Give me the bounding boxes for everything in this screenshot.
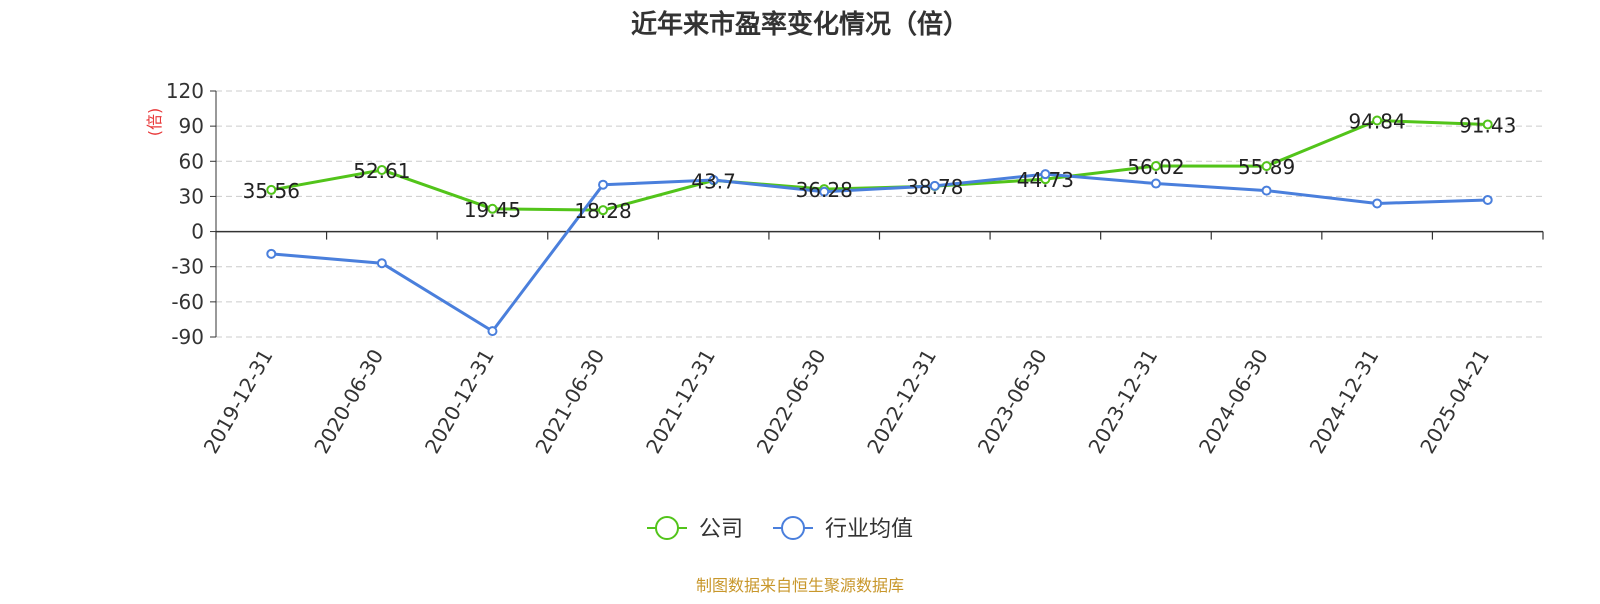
data-label: 52.61 [353, 159, 410, 183]
data-label: 18.28 [574, 199, 631, 223]
data-point [376, 258, 387, 269]
data-label: 19.45 [464, 198, 521, 222]
x-tick-label: 2020-06-30 [309, 345, 388, 458]
data-point [708, 175, 719, 186]
data-point [598, 179, 609, 190]
x-tick-label: 2024-06-30 [1194, 345, 1273, 458]
data-point [1372, 198, 1383, 209]
data-point [1150, 160, 1161, 171]
data-point [1482, 119, 1493, 130]
legend-marker [781, 516, 805, 540]
x-tick-label: 2021-06-30 [530, 345, 609, 458]
x-tick-label: 2023-06-30 [973, 345, 1052, 458]
data-label: 94.84 [1348, 109, 1405, 133]
data-labels: 35.56 52.61 19.45 18.28 43.7 36.28 38.78 44.73 5… [243, 109, 1517, 223]
x-tick-label: 2024-12-31 [1305, 345, 1384, 458]
legend-label: 行业均值 [825, 517, 913, 542]
grid-lines [216, 90, 1543, 338]
data-point [266, 248, 277, 259]
y-tick-label: 90 [179, 114, 204, 138]
series-line-1 [271, 172, 1488, 333]
y-tick-label: 120 [166, 79, 204, 103]
legend: 公司 行业均值 [647, 516, 913, 542]
data-label: 44.73 [1017, 168, 1074, 192]
data-label: 43.7 [691, 169, 736, 193]
data-point [487, 203, 498, 214]
data-label: 36.28 [796, 178, 853, 202]
y-tick-label: 0 [191, 220, 204, 244]
data-point [376, 164, 387, 175]
series-lines [266, 115, 1493, 337]
data-point [929, 180, 940, 191]
legend-label: 公司 [699, 517, 743, 542]
x-tick-label: 2020-12-31 [420, 345, 499, 458]
y-tick-label: -90 [171, 325, 204, 349]
data-label: 38.78 [906, 175, 963, 199]
y-tick-label: -60 [171, 290, 204, 314]
data-label: 35.56 [243, 179, 300, 203]
x-tick-label: 2019-12-31 [199, 345, 278, 458]
data-point [487, 326, 498, 337]
y-axis-label: (倍) [145, 108, 164, 137]
data-point [1150, 178, 1161, 189]
data-point [1040, 169, 1051, 180]
data-label: 56.02 [1127, 155, 1184, 179]
x-tick-label: 2023-12-31 [1083, 345, 1162, 458]
data-point [1482, 194, 1493, 205]
legend-marker [655, 516, 679, 540]
data-point [598, 205, 609, 216]
x-tick-label: 2021-12-31 [641, 345, 720, 458]
source-note: 制图数据来自恒生聚源数据库 [696, 576, 904, 595]
data-point [819, 186, 830, 197]
data-label: 91.43 [1459, 113, 1516, 137]
x-tick-label: 2025-04-21 [1415, 345, 1494, 458]
data-label: 55.89 [1238, 155, 1295, 179]
chart-title: 近年来市盈率变化情况（倍） [631, 9, 969, 40]
x-tick-label: 2022-06-30 [752, 345, 831, 458]
x-tick-label: 2022-12-31 [862, 345, 941, 458]
data-point [1261, 161, 1272, 172]
y-tick-label: 30 [179, 184, 204, 208]
data-point [1261, 185, 1272, 196]
data-point [266, 184, 277, 195]
y-tick-label: -30 [171, 255, 204, 279]
y-tick-label: 60 [179, 149, 204, 173]
data-point [1372, 115, 1383, 126]
